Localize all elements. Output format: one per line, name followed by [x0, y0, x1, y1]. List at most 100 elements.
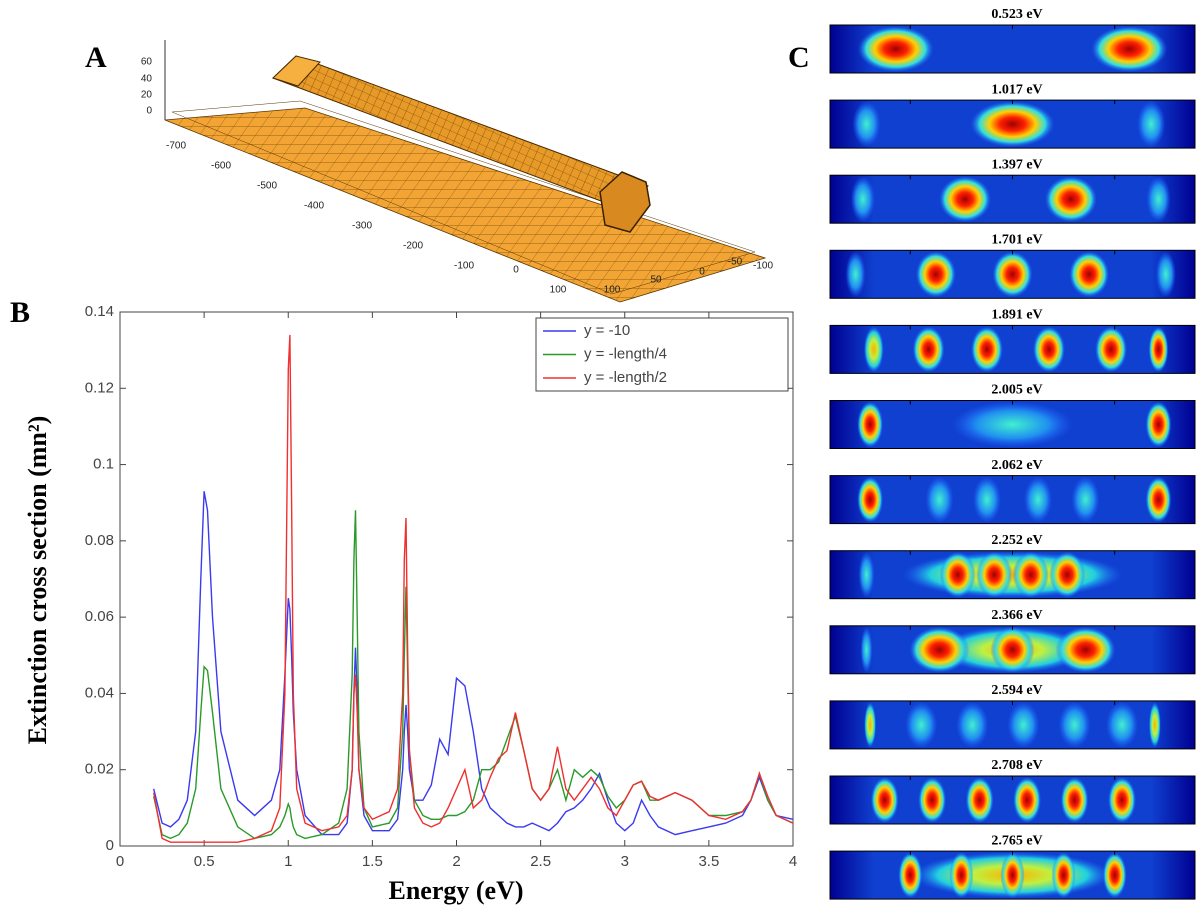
x-tick-label: 4	[789, 853, 797, 870]
z-tick-label: 60	[141, 57, 153, 68]
x-tick-label: -50	[728, 257, 743, 268]
hotspot	[1033, 326, 1065, 373]
hotspot	[1049, 551, 1086, 598]
panel-label: B	[10, 296, 30, 329]
hotspot	[1000, 852, 1025, 899]
hotspot	[970, 326, 1003, 373]
hotspot	[1108, 776, 1136, 824]
energy-label: 1.701 eV	[991, 233, 1042, 248]
y-tick-label: -300	[352, 221, 372, 232]
hotspot	[1091, 25, 1168, 73]
y-tick-label: -200	[403, 241, 423, 252]
hotspot	[1071, 476, 1100, 523]
hotspot	[918, 776, 947, 824]
y-tick-label: -100	[454, 261, 474, 272]
hotspot	[1007, 701, 1040, 748]
x-tick-label: 0	[699, 267, 705, 278]
hotspot	[1148, 326, 1169, 373]
x-tick-label: 1	[284, 853, 292, 870]
x-tick-label: 2	[452, 853, 460, 870]
y-axis-label: Extinction cross section (mn²)	[23, 416, 52, 745]
x-tick-label: 3	[621, 853, 629, 870]
energy-label: 0.523 eV	[991, 7, 1042, 22]
hotspot	[863, 326, 884, 373]
energy-label: 2.062 eV	[991, 458, 1042, 473]
hotspot	[1148, 701, 1161, 748]
z-tick-label: 40	[141, 74, 153, 85]
x-tick-label: 100	[604, 285, 621, 296]
hotspot	[864, 701, 877, 748]
hotspot	[858, 551, 875, 598]
x-tick-label: 0	[116, 853, 124, 870]
hotspot	[852, 101, 881, 148]
hotspot	[1155, 251, 1176, 298]
series-line	[153, 334, 794, 843]
energy-label: 2.765 eV	[991, 833, 1042, 848]
hotspot	[898, 852, 923, 899]
y-tick-label: 100	[550, 285, 567, 296]
energy-label: 1.397 eV	[991, 157, 1042, 172]
panel-label: C	[788, 41, 810, 74]
energy-label: 2.594 eV	[991, 683, 1042, 698]
x-tick-label: 50	[650, 275, 662, 286]
hotspot	[1024, 476, 1053, 523]
y-tick-label: -400	[304, 201, 324, 212]
hotspot	[1145, 401, 1172, 448]
z-tick-label: 20	[141, 90, 153, 101]
mode-map	[829, 174, 1196, 224]
hotspot	[956, 701, 989, 748]
x-tick-label: 0.5	[194, 853, 215, 870]
hotspot	[1069, 251, 1110, 298]
hotspot	[860, 626, 873, 673]
hotspot	[909, 626, 970, 673]
hotspot	[845, 251, 866, 298]
hotspot	[1058, 701, 1091, 748]
mode-map	[829, 475, 1196, 525]
hotspot	[850, 176, 875, 223]
hotspot	[990, 626, 1035, 673]
mesh-drawing	[164, 40, 767, 303]
energy-label: 1.017 eV	[991, 82, 1042, 97]
y-tick-label: 0	[106, 837, 114, 854]
y-tick-label: 0.1	[93, 456, 114, 473]
y-tick-label: 0.12	[85, 379, 114, 396]
z-tick-label: 0	[146, 106, 152, 117]
y-tick-label: 0.06	[85, 608, 114, 625]
hotspot	[939, 551, 976, 598]
hotspot	[970, 101, 1055, 148]
x-tick-label: 3.5	[698, 853, 719, 870]
hotspot	[912, 326, 945, 373]
hotspot	[972, 476, 1001, 523]
y-tick-label: 0.08	[85, 532, 114, 549]
hotspot	[1055, 626, 1116, 673]
hotspot	[1145, 476, 1172, 523]
y-tick-label: -600	[211, 161, 231, 172]
legend-label: y = -length/4	[584, 345, 667, 362]
hotspot	[870, 776, 899, 824]
legend-box	[535, 317, 789, 392]
hotspot	[857, 25, 934, 73]
hotspot	[949, 852, 974, 899]
hotspot	[1051, 852, 1076, 899]
hotspot	[905, 701, 938, 748]
y-tick-label: 0.04	[85, 684, 114, 701]
hotspot	[976, 551, 1013, 598]
y-tick-label: 0.02	[85, 761, 114, 778]
hotspot	[1044, 176, 1097, 223]
y-tick-label: -500	[257, 181, 277, 192]
energy-label: 2.366 eV	[991, 608, 1042, 623]
hotspot	[1012, 551, 1049, 598]
y-tick-label: 0.14	[85, 303, 114, 320]
hotspot	[857, 401, 884, 448]
hotspot	[992, 251, 1033, 298]
hotspot	[1137, 101, 1166, 148]
energy-label: 1.891 eV	[991, 308, 1042, 323]
energy-label: 2.708 eV	[991, 758, 1042, 773]
energy-label: 2.252 eV	[991, 533, 1042, 548]
hotspot	[1060, 776, 1089, 824]
plot-area	[119, 311, 794, 847]
hotspot	[939, 176, 992, 223]
hotspot	[925, 476, 954, 523]
legend-label: y = -10	[584, 322, 630, 339]
y-tick-label: -700	[166, 141, 186, 152]
